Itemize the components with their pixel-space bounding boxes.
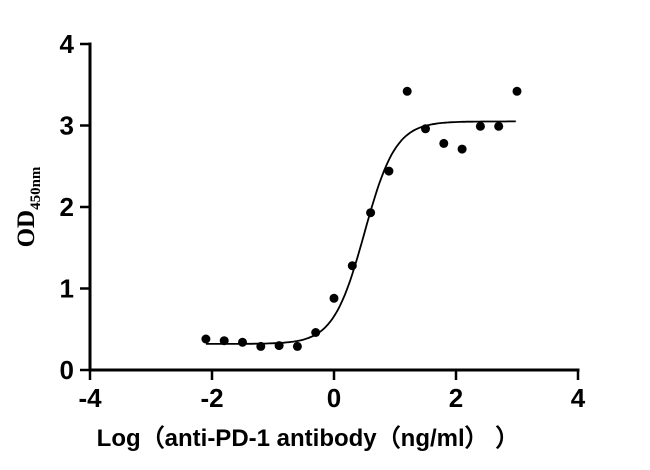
data-point [274,341,284,351]
data-point [366,208,376,218]
x-tick-label: -4 [78,383,102,413]
fit-curve-path [205,120,516,345]
data-points-group [201,86,522,351]
y-tick-label: 4 [60,29,75,59]
data-point [512,86,522,96]
data-point [475,121,485,131]
x-axis-title: Log（anti-PD-1 antibody（ng/ml） ） [97,425,520,452]
data-point [384,166,394,176]
y-tick-label: 1 [60,274,74,304]
data-point [238,337,247,347]
x-tick-label: 0 [327,383,341,413]
x-tick-label: 2 [449,383,463,413]
data-point [219,336,229,346]
y-axis-title-main: OD [13,210,40,248]
data-point [421,124,430,134]
data-point [457,144,467,154]
data-point [347,261,357,271]
y-tick-label: 3 [60,111,74,141]
data-point [402,86,412,96]
fit-curve-group [205,120,516,345]
y-axis-title: OD450nm [13,166,44,247]
data-point [201,334,211,344]
data-point [311,328,321,337]
data-point [329,293,339,303]
data-point [256,341,266,351]
axes: -4 -2 0 2 4 0 1 2 3 4 [60,29,586,413]
x-tick-label: 4 [571,383,586,413]
data-point [494,121,504,131]
y-axis-title-subscript: 450nm [28,166,44,210]
data-point [439,138,449,148]
y-tick-label: 2 [60,192,74,222]
data-point [292,341,302,351]
y-tick-label: 0 [60,355,74,385]
x-tick-label: -2 [200,383,223,413]
